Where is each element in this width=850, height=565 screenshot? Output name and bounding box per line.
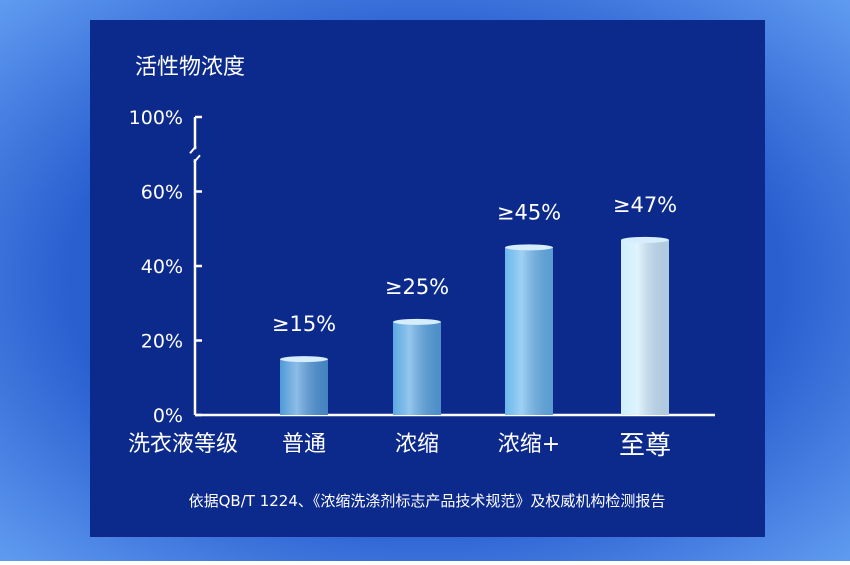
y-tick-label: 100%: [129, 107, 183, 129]
x-tick-label: 普通: [282, 432, 326, 457]
x-axis-label: 洗衣液等级: [128, 432, 238, 457]
footnote: 依据QB/T 1224、《浓缩洗涤剂标志产品技术规范》及权威机构检测报告: [189, 492, 666, 510]
value-label: ≥45%: [497, 200, 561, 224]
bar-top: [393, 318, 441, 325]
bar-shading: [621, 239, 669, 415]
y-tick-label: 20%: [141, 331, 183, 353]
bar-shading: [393, 321, 441, 415]
bar-shading: [280, 359, 328, 415]
value-label: ≥15%: [272, 312, 336, 336]
axis-break: [193, 154, 201, 163]
y-tick-label: 0%: [153, 405, 183, 427]
y-axis-label: 活性物浓度: [135, 55, 245, 80]
x-tick-label: 至尊: [619, 431, 671, 461]
axis-break-gap: [191, 149, 199, 160]
y-tick-label: 40%: [141, 256, 183, 278]
bar-shading: [505, 247, 553, 415]
x-tick-label: 浓缩: [395, 432, 439, 457]
value-label: ≥47%: [613, 193, 677, 217]
bar-top: [505, 244, 553, 251]
value-label: ≥25%: [385, 275, 449, 299]
bar-top: [621, 236, 669, 243]
axis-break: [189, 145, 197, 154]
bar-top: [280, 356, 328, 363]
x-tick-label: 浓缩+: [498, 432, 560, 457]
y-tick-label: 60%: [141, 182, 183, 204]
